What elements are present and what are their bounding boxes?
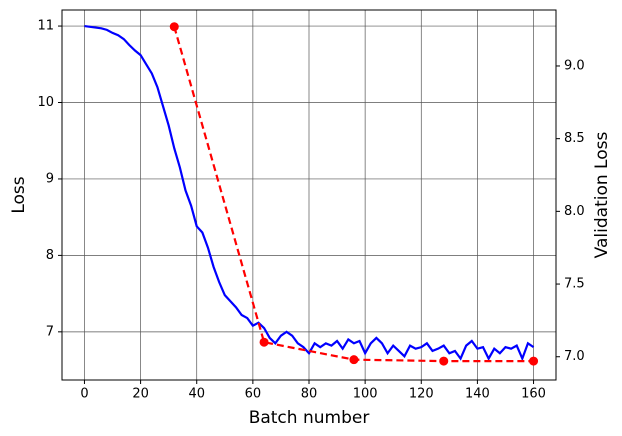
x-tick-label: 0 [80,387,88,402]
x-tick-label: 60 [245,387,262,402]
x-tick-label: 100 [353,387,378,402]
data-point [529,356,539,366]
y-axis-label: Loss [9,176,29,213]
y2-tick-label: 8.0 [564,204,585,219]
x-tick-label: 40 [188,387,205,402]
x-tick-label: 80 [301,387,318,402]
y2-tick-label: 9.0 [564,58,585,73]
data-point [439,356,449,366]
y-tick-label: 7 [46,324,54,339]
x-tick-label: 140 [465,387,490,402]
data-point [349,355,359,365]
y-tick-label: 10 [37,95,54,110]
plot-frame [61,9,557,381]
y2-axis-label: Validation Loss [592,132,612,259]
y-tick-label: 9 [46,171,54,186]
data-point [259,337,269,347]
x-tick-label: 120 [409,387,434,402]
y2-tick-label: 8.5 [564,131,585,146]
y-tick-label: 11 [37,19,54,34]
x-tick-label: 20 [132,387,149,402]
data-point [169,22,179,32]
data-line [173,26,534,363]
data-line [84,24,535,362]
y2-tick-label: 7.0 [564,349,585,364]
x-axis-label: Batch number [249,408,370,428]
y2-tick-label: 7.5 [564,277,585,292]
y-tick-label: 8 [46,248,54,263]
x-tick-label: 160 [521,387,546,402]
